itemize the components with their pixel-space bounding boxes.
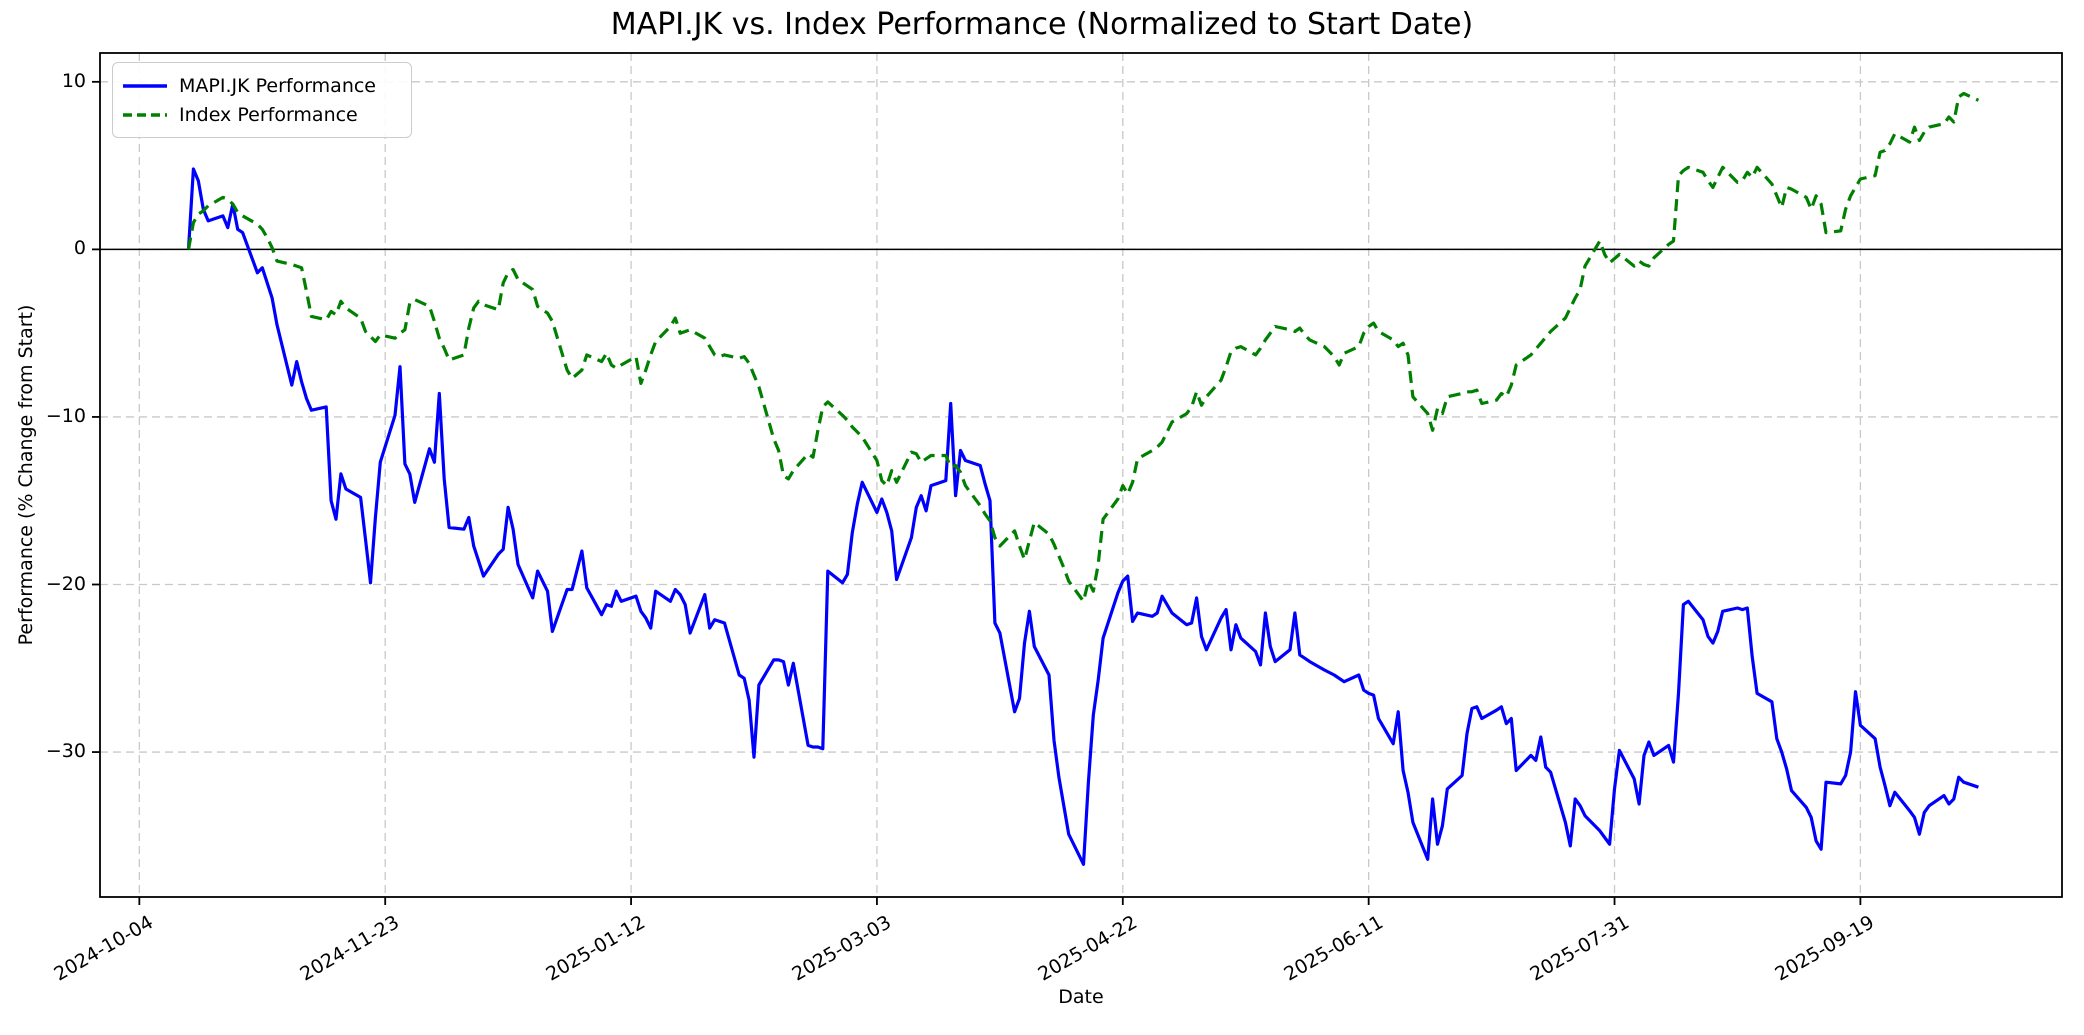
x-axis-label: Date <box>1058 986 1104 1008</box>
y-tick-label: −10 <box>45 404 86 427</box>
mapi-series-line <box>186 167 1979 866</box>
legend-label-mapi: MAPI.JK Performance <box>179 74 376 97</box>
y-tick-label: 10 <box>61 69 86 92</box>
plot-border <box>99 52 2063 898</box>
y-tick-label: −20 <box>45 572 86 595</box>
y-axis-label: Performance (% Change from Start) <box>15 304 37 646</box>
legend-label-index: Index Performance <box>179 103 358 126</box>
legend-item-index: Index Performance <box>123 100 399 129</box>
index-line-swatch-icon <box>123 112 167 117</box>
mapi-line-swatch-icon <box>123 83 167 88</box>
chart-title: MAPI.JK vs. Index Performance (Normalize… <box>610 7 1474 42</box>
index-series-line <box>186 91 1980 603</box>
legend-item-mapi: MAPI.JK Performance <box>123 71 399 100</box>
y-tick-label: 0 <box>73 237 86 260</box>
y-tick-label: −30 <box>45 740 86 763</box>
legend: MAPI.JK Performance Index Performance <box>112 62 412 138</box>
